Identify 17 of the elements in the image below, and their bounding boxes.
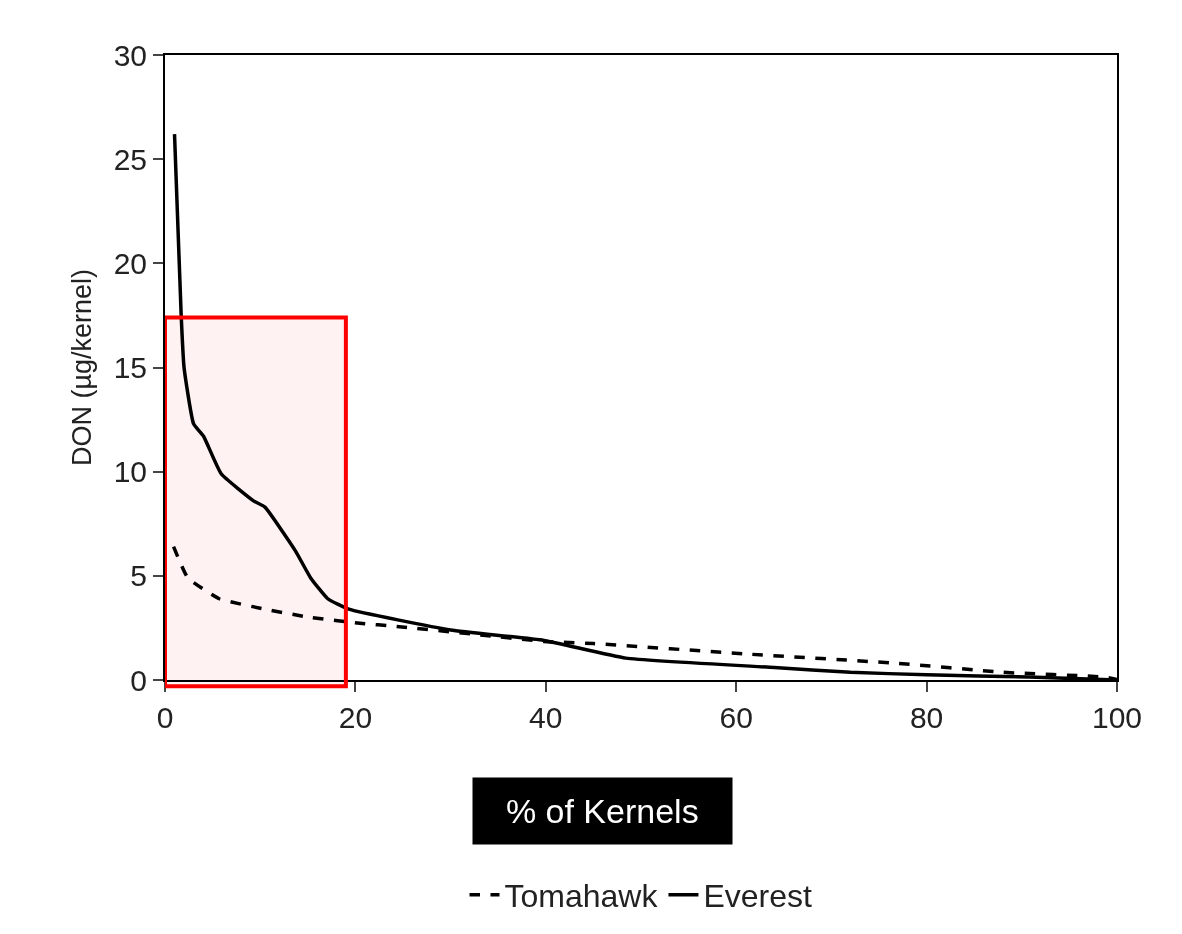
x-tick-label: 20 bbox=[338, 701, 373, 734]
y-axis-title: DON (µg/kernel) bbox=[67, 268, 98, 467]
y-tick-label: 10 bbox=[113, 455, 147, 489]
y-tick-label: 5 bbox=[130, 559, 147, 593]
y-tick-label: 25 bbox=[113, 142, 147, 176]
y-tick-label: 20 bbox=[113, 246, 147, 280]
y-tick-label: 30 bbox=[113, 38, 147, 72]
x-tick-label: 40 bbox=[529, 701, 563, 734]
legend-label: Everest bbox=[703, 878, 813, 915]
x-tick-label: 100 bbox=[1091, 701, 1143, 734]
x-tick-label: 80 bbox=[909, 701, 944, 734]
x-tick-label: 60 bbox=[719, 701, 753, 734]
x-axis-title: % of Kernels bbox=[487, 792, 718, 830]
x-tick-label: 0 bbox=[156, 701, 174, 734]
y-tick-label: 15 bbox=[113, 351, 147, 384]
y-tick-label: 0 bbox=[130, 663, 147, 697]
legend-label: Tomahawk bbox=[504, 878, 659, 915]
